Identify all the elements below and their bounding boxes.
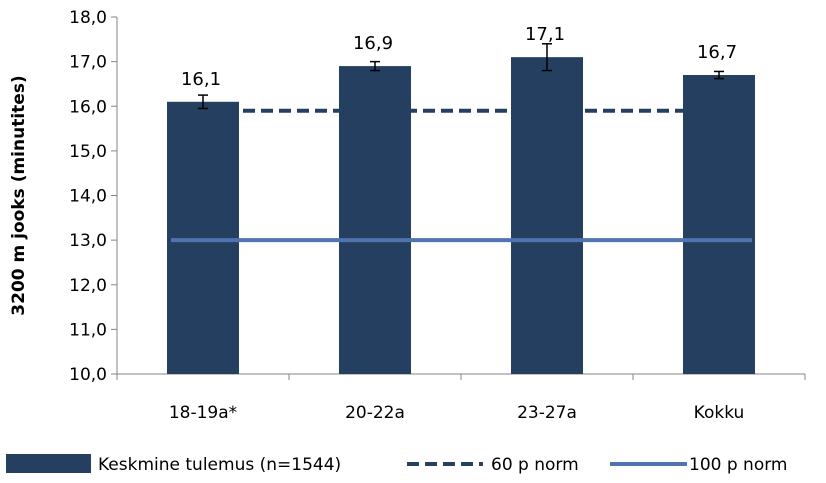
y-tick-label: 14,0 — [69, 187, 107, 207]
legend-label: 60 p norm — [491, 455, 579, 475]
x-tick-label: 20-22a — [345, 403, 405, 423]
data-labels: 16,1 16,9 17,1 16,7 — [181, 24, 737, 90]
bar — [339, 66, 411, 375]
bar — [683, 75, 755, 374]
x-tick-label: 18-19a* — [169, 403, 237, 423]
bar — [511, 57, 583, 374]
x-tick-label: Kokku — [694, 403, 745, 423]
y-tick-label: 16,0 — [69, 97, 107, 117]
data-label: 16,7 — [697, 42, 737, 63]
y-tick-label: 17,0 — [69, 53, 107, 73]
error-bars — [198, 43, 724, 110]
y-axis-title: 3200 m jooks (minutites) — [9, 75, 29, 315]
bars — [167, 57, 755, 375]
data-label: 16,1 — [181, 69, 221, 90]
data-label: 16,9 — [353, 33, 393, 54]
y-tick-label: 15,0 — [69, 142, 107, 162]
legend-swatch-bar — [6, 454, 91, 473]
y-tick-label: 10,0 — [69, 365, 107, 385]
y-tick-label: 12,0 — [69, 276, 107, 296]
data-label: 17,1 — [525, 24, 565, 45]
legend-label: 100 p norm — [689, 455, 787, 475]
norm-lines — [171, 108, 752, 243]
bar — [167, 101, 239, 374]
x-tick-label: 23-27a — [517, 403, 577, 423]
legend: Keskmine tulemus (n=1544) 60 p norm 100 p … — [6, 454, 787, 475]
y-tick-label: 11,0 — [69, 320, 107, 340]
legend-label: Keskmine tulemus (n=1544) — [98, 455, 341, 475]
axes: 10,0 11,0 12,0 13,0 14,0 15,0 16,0 17,0 18,0 18-1… — [69, 8, 806, 423]
y-tick-label: 18,0 — [69, 8, 107, 28]
y-tick-label: 13,0 — [69, 231, 107, 251]
